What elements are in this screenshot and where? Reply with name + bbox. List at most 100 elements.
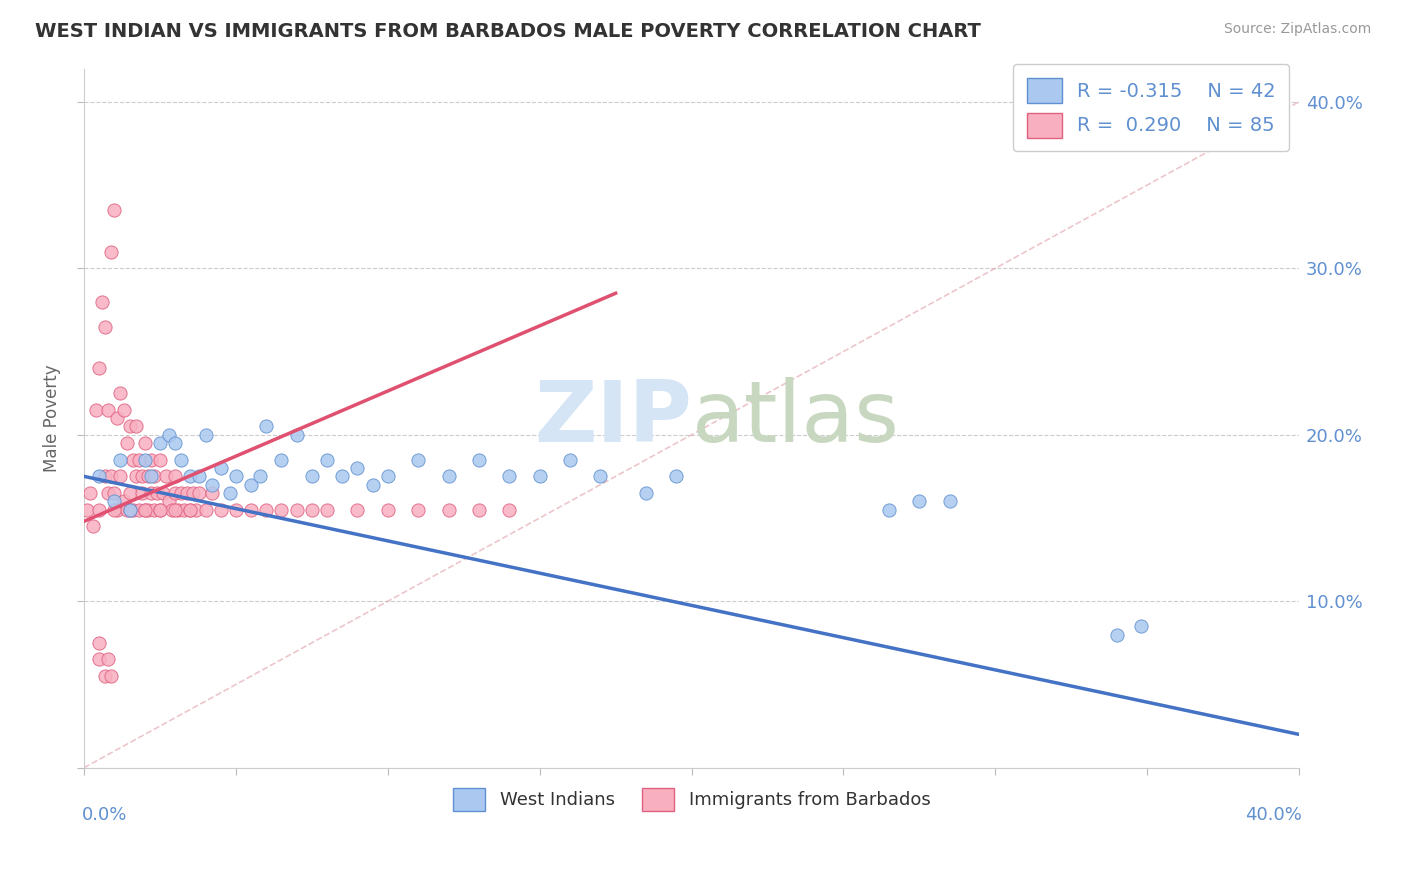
Point (94, 319, 117, 334)
Point (115, 436, 138, 450)
Point (124, 469, 146, 483)
Point (89, 469, 111, 483)
Point (1105, 627, 1128, 641)
Point (167, 502, 190, 516)
Point (136, 502, 159, 516)
Point (100, 669, 122, 683)
Point (270, 502, 292, 516)
Point (128, 452, 150, 467)
Point (149, 452, 172, 467)
Point (201, 486, 224, 500)
Point (110, 386, 132, 401)
Point (361, 477, 384, 491)
Point (558, 452, 581, 467)
Point (377, 469, 399, 483)
Point (179, 502, 201, 516)
Point (157, 494, 180, 508)
Point (152, 486, 174, 500)
Point (209, 461, 232, 475)
Point (94, 469, 117, 483)
Text: WEST INDIAN VS IMMIGRANTS FROM BARBADOS MALE POVERTY CORRELATION CHART: WEST INDIAN VS IMMIGRANTS FROM BARBADOS … (35, 22, 981, 41)
Point (183, 486, 205, 500)
Point (170, 452, 193, 467)
Point (225, 502, 247, 516)
Text: Source: ZipAtlas.com: Source: ZipAtlas.com (1223, 22, 1371, 37)
Point (301, 469, 323, 483)
Point (437, 502, 460, 516)
Point (346, 502, 368, 516)
Point (179, 469, 201, 483)
Point (1130, 619, 1153, 633)
Point (225, 469, 247, 483)
Point (498, 502, 520, 516)
Point (118, 419, 141, 434)
Point (249, 469, 271, 483)
Point (406, 502, 429, 516)
Y-axis label: Male Poverty: Male Poverty (44, 364, 60, 472)
Point (176, 486, 198, 500)
Point (103, 494, 125, 508)
Point (285, 427, 308, 442)
Point (316, 452, 339, 467)
Point (134, 502, 156, 516)
Point (139, 452, 162, 467)
Point (134, 452, 156, 467)
Point (115, 502, 138, 516)
Point (118, 502, 141, 516)
Point (103, 486, 125, 500)
Point (157, 427, 180, 442)
Point (179, 502, 201, 516)
Point (240, 502, 263, 516)
Point (665, 469, 688, 483)
Point (91, 294, 114, 309)
Point (589, 469, 612, 483)
Point (468, 452, 491, 467)
Point (155, 469, 177, 483)
Point (110, 452, 132, 467)
Point (254, 502, 277, 516)
Point (201, 477, 224, 491)
Point (218, 486, 240, 500)
Point (134, 502, 156, 516)
Point (110, 469, 132, 483)
Point (142, 502, 165, 516)
Point (270, 452, 292, 467)
Point (188, 486, 211, 500)
Point (112, 494, 135, 508)
Point (82, 519, 104, 533)
Point (89, 361, 111, 376)
Point (301, 502, 323, 516)
Point (186, 502, 208, 516)
Point (529, 469, 551, 483)
Point (938, 494, 960, 508)
Point (149, 436, 172, 450)
Point (100, 469, 122, 483)
Point (160, 502, 183, 516)
Point (240, 477, 263, 491)
Point (100, 244, 122, 259)
Point (107, 502, 129, 516)
Point (76, 502, 98, 516)
Point (194, 502, 217, 516)
Point (209, 502, 232, 516)
Point (908, 494, 931, 508)
Point (84, 402, 107, 417)
Point (146, 486, 169, 500)
Point (121, 452, 143, 467)
Point (468, 502, 491, 516)
Point (142, 469, 165, 483)
Point (89, 636, 111, 650)
Point (377, 502, 399, 516)
Point (170, 486, 193, 500)
Point (94, 669, 117, 683)
Point (97, 652, 120, 666)
Point (97, 486, 120, 500)
Point (112, 402, 135, 417)
Point (254, 419, 277, 434)
Point (128, 502, 150, 516)
Point (285, 502, 308, 516)
Point (634, 486, 657, 500)
Point (437, 469, 460, 483)
Point (149, 502, 172, 516)
Point (134, 436, 156, 450)
